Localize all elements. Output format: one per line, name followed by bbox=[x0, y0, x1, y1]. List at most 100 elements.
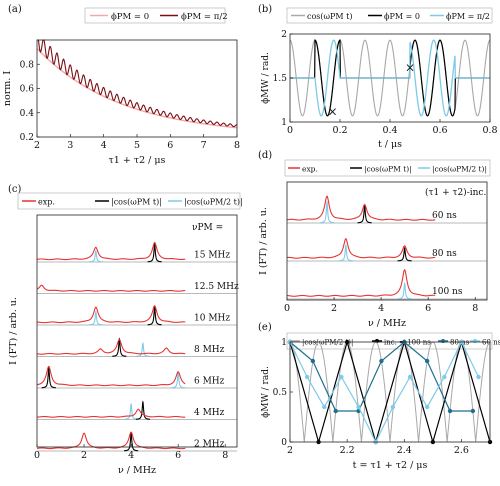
legend-text-d1: |cos(ωPM t)| bbox=[364, 165, 412, 174]
legend-text-b1: ϕPM = 0 bbox=[384, 12, 420, 21]
xtick-label-c: 2 bbox=[81, 450, 87, 461]
xtick-label-d: 4 bbox=[378, 303, 384, 314]
ylabel-a: norm. I bbox=[2, 71, 13, 106]
xtick-label-e: 2.6 bbox=[454, 445, 469, 456]
peak-black-c4-0 bbox=[41, 366, 56, 389]
legend-text-d2: |cos(ωPM/2 t)| bbox=[432, 165, 487, 174]
xtick-label-e: 2.4 bbox=[397, 445, 412, 456]
legend-box-c bbox=[17, 192, 241, 210]
series-e-3 bbox=[289, 340, 480, 444]
exp-trace-c4 bbox=[36, 365, 186, 387]
row-label-c2: 10 MHz bbox=[194, 314, 230, 324]
row-label-c6: 2 MHz bbox=[194, 440, 225, 450]
xlabel-d: ν / MHz bbox=[368, 318, 406, 329]
exp-trace-c5 bbox=[36, 408, 186, 418]
legend-text-e0: |cos(ωPM/2 t)| bbox=[302, 339, 353, 347]
point-e-3-1 bbox=[304, 374, 310, 380]
xtick-label-b: 0 bbox=[287, 125, 293, 136]
peak-cyan-c4-0 bbox=[171, 371, 186, 389]
legend-e: |cos(ωPM/2 t)| inc. = 100 ns 80 ns 60 ns bbox=[286, 332, 500, 350]
legend-text-c1: |cos(ωPM t)| bbox=[111, 198, 162, 207]
legend-text-b2: ϕPM = π/2 bbox=[446, 12, 490, 21]
exp-trace-c0 bbox=[36, 241, 186, 261]
xlabel-c: ν / MHz bbox=[118, 465, 156, 476]
legend-box-d bbox=[284, 159, 491, 177]
peak-black-c2-0 bbox=[147, 306, 162, 326]
xtick-label-b: 0.8 bbox=[482, 125, 497, 136]
xtick-label-d: 2 bbox=[331, 303, 337, 314]
point-e-2-7 bbox=[447, 408, 453, 414]
plot-frame-d bbox=[286, 181, 488, 301]
point-e-3-4 bbox=[356, 404, 361, 410]
panel-label-e: (e) bbox=[258, 322, 272, 333]
exp-trace-d1 bbox=[286, 238, 436, 259]
peak-cyan-c3-0 bbox=[135, 342, 150, 357]
xtick-label-a: 8 bbox=[234, 140, 240, 151]
peak-cyan-d0-0 bbox=[319, 200, 335, 224]
marker-b-0: × bbox=[327, 104, 337, 118]
xtick-label-e: 2.2 bbox=[340, 445, 355, 456]
row-header-c: νPM = bbox=[192, 223, 223, 233]
point-e-3-7 bbox=[407, 374, 413, 380]
ylabel-d: I (FT) / arb. u. bbox=[258, 207, 269, 275]
point-e-2-2 bbox=[333, 408, 338, 414]
ytick-label-b: 1 bbox=[281, 118, 287, 128]
plot-frame-a bbox=[36, 39, 238, 138]
xtick-label-b: 0.6 bbox=[432, 125, 447, 136]
panel-d: (d) exp. |cos(ωPM t)| |cos(ωPM/2 t)| (τ1 + τ… bbox=[258, 150, 491, 329]
peak-cyan-d1-0 bbox=[338, 244, 353, 262]
xtick-label-d: 8 bbox=[472, 303, 478, 314]
peak-cyan-c0-0 bbox=[88, 250, 103, 263]
point-e-3-9 bbox=[442, 374, 447, 380]
point-e-3-2 bbox=[322, 404, 327, 410]
row-label-d1: 80 ns bbox=[432, 249, 457, 259]
xlabel-e: t = τ1 + τ2 / μs bbox=[353, 460, 428, 471]
marker-b-1: × bbox=[405, 60, 415, 74]
panel-a: (a) ϕPM = 0 ϕPM = π/2 2 3 4 5 6 7 8 0.2 0.4 0.6 0.8 τ1… bbox=[2, 4, 240, 166]
ylabel-b: ϕMW / rad. bbox=[261, 52, 271, 104]
peak-cyan-c2-0 bbox=[88, 310, 103, 326]
ytick-label-a: 0.8 bbox=[20, 60, 35, 70]
xtick-label-d: 0 bbox=[284, 303, 290, 314]
panel-e: (e)|cos(ωPM/2 t)| inc. = 100 ns 80 ns 60 ns… bbox=[258, 322, 500, 471]
legend-text-e1: inc. = 100 ns bbox=[384, 339, 431, 347]
legend-text-e3: 60 ns bbox=[482, 339, 500, 347]
xtick-label-c: 0 bbox=[34, 450, 40, 461]
exp-trace-c3 bbox=[36, 338, 186, 355]
plot-frame-c bbox=[36, 214, 238, 448]
row-label-c1: 12.5 MHz bbox=[194, 282, 239, 292]
point-e-3-3 bbox=[339, 374, 344, 380]
peak-black-d0-0 bbox=[357, 204, 372, 224]
xtick-label-c: 6 bbox=[175, 450, 181, 461]
peak-cyan-d2-0 bbox=[397, 282, 412, 300]
legend-c: exp. |cos(ωPM t)| |cos(ωPM/2 t)| bbox=[17, 192, 243, 210]
legend-text-a0: ϕPM = 0 bbox=[111, 12, 149, 22]
point-e-2-4 bbox=[379, 358, 384, 364]
row-label-c4: 6 MHz bbox=[194, 377, 225, 387]
peak-black-c3-0 bbox=[112, 337, 127, 357]
point-e-2-8 bbox=[470, 408, 476, 414]
row-label-c0: 15 MHz bbox=[194, 251, 230, 261]
xtick-label-a: 6 bbox=[167, 140, 173, 151]
row-label-d0: 60 ns bbox=[432, 211, 457, 221]
exp-trace-d0 bbox=[286, 195, 436, 221]
ytick-label-b: 1.5 bbox=[273, 74, 288, 84]
legend-text-c2: |cos(ωPM/2 t)| bbox=[184, 198, 243, 207]
panel-label-a: (a) bbox=[8, 4, 22, 15]
peak-black-c0-0 bbox=[147, 243, 162, 263]
panel-label-b: (b) bbox=[258, 4, 272, 15]
xtick-label-d: 6 bbox=[425, 303, 431, 314]
legend-d: exp. |cos(ωPM t)| |cos(ωPM/2 t)| bbox=[284, 159, 491, 177]
ytick-label-b: 2 bbox=[281, 30, 287, 40]
exp-trace-d2 bbox=[286, 269, 436, 297]
legend-a: ϕPM = 0 ϕPM = π/2 bbox=[84, 7, 228, 24]
xtick-label-c: 8 bbox=[222, 450, 228, 461]
xlabel-b: t / μs bbox=[378, 139, 402, 150]
panel-c: (c) exp. |cos(ωPM t)| |cos(ωPM/2 t)| νPM = 15… bbox=[8, 184, 243, 476]
exp-trace-c1 bbox=[36, 284, 186, 292]
row-label-c5: 4 MHz bbox=[194, 408, 225, 418]
ytick-label-a: 0.4 bbox=[20, 109, 35, 119]
series-b-2 bbox=[290, 39, 490, 117]
xtick-label-b: 0.2 bbox=[332, 125, 347, 136]
